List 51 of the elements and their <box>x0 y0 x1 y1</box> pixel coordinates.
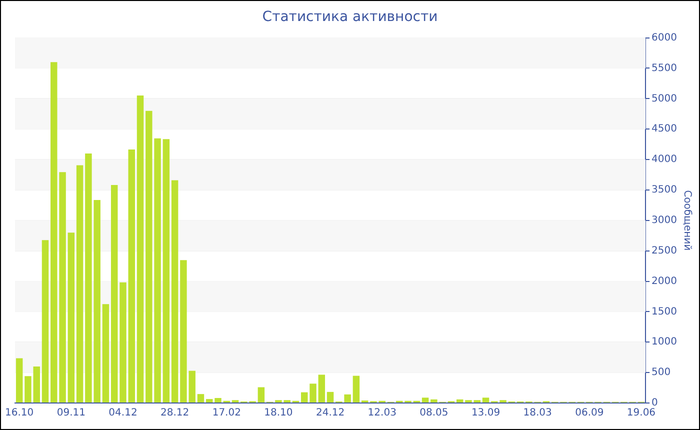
y-tick-label: 4500 <box>652 124 678 135</box>
x-tick-label: 18.03 <box>523 408 552 419</box>
bar <box>326 392 334 402</box>
bar <box>318 374 326 402</box>
y-tick-label: 500 <box>652 367 671 378</box>
bar <box>42 240 49 402</box>
bar <box>162 139 170 402</box>
bar <box>310 384 316 402</box>
x-tick-label: 09.11 <box>56 408 86 419</box>
y-tick-label: 6000 <box>652 32 678 44</box>
y-axis-title: Сообщений <box>681 190 692 251</box>
bar <box>197 394 204 402</box>
y-tick-label: 2000 <box>652 276 678 287</box>
y-tick-label: 5000 <box>652 93 678 104</box>
bar <box>120 282 126 402</box>
bar <box>68 232 75 402</box>
bar <box>301 392 308 402</box>
y-tick-label: 5500 <box>652 62 678 74</box>
bar <box>171 180 178 402</box>
y-tick-label: 0 <box>652 398 658 409</box>
bar <box>128 149 135 402</box>
bar <box>456 399 464 402</box>
bar <box>102 304 110 402</box>
x-tick-label: 16.10 <box>5 408 34 419</box>
bar <box>482 398 490 402</box>
x-tick-label: 12.03 <box>368 408 396 419</box>
y-tick-label: 1500 <box>652 306 678 318</box>
x-tick-label: 06.09 <box>575 408 604 419</box>
x-tick-label: 19.06 <box>626 408 656 419</box>
y-tick-label: 4000 <box>652 154 678 166</box>
x-tick-label: 17.02 <box>212 408 241 419</box>
x-tick-label: 04.12 <box>108 408 138 419</box>
bar <box>206 399 213 402</box>
x-tick-label: 24.12 <box>316 408 345 419</box>
bar <box>136 95 144 402</box>
bar <box>258 387 265 402</box>
bar <box>110 184 118 402</box>
bar <box>214 398 222 402</box>
y-tick-label: 2500 <box>652 245 678 256</box>
bar <box>76 165 84 402</box>
bar <box>422 398 429 402</box>
y-tick-label: 1000 <box>652 336 678 348</box>
x-tick-label: 08.05 <box>420 408 448 419</box>
y-tick-label: 3500 <box>652 184 678 196</box>
x-tick-label: 13.09 <box>471 408 500 419</box>
chart-title: Статистика активности <box>262 9 438 26</box>
x-tick-label: 28.12 <box>160 408 190 419</box>
bar <box>352 376 360 402</box>
y-tick-label: 3000 <box>652 214 678 226</box>
bar <box>16 358 23 402</box>
x-tick-label: 18.10 <box>264 408 293 419</box>
